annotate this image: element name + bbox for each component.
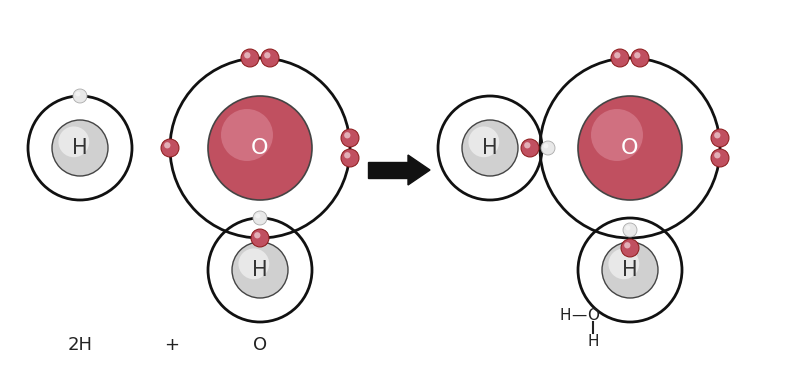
Circle shape <box>73 89 87 103</box>
Circle shape <box>614 52 621 58</box>
Circle shape <box>591 109 643 161</box>
Circle shape <box>238 248 270 279</box>
Text: +: + <box>165 336 179 354</box>
Text: O: O <box>587 307 599 322</box>
Circle shape <box>241 49 259 67</box>
Circle shape <box>714 132 721 138</box>
Circle shape <box>626 226 630 231</box>
Text: H: H <box>587 335 598 349</box>
Circle shape <box>52 120 108 176</box>
Circle shape <box>221 109 273 161</box>
Circle shape <box>341 149 359 167</box>
Circle shape <box>578 96 682 200</box>
Circle shape <box>621 239 639 257</box>
Circle shape <box>602 242 658 298</box>
Circle shape <box>208 96 312 200</box>
Polygon shape <box>408 155 430 185</box>
Circle shape <box>711 129 729 147</box>
Circle shape <box>524 142 530 149</box>
Circle shape <box>232 242 288 298</box>
Circle shape <box>75 91 80 96</box>
Circle shape <box>253 211 267 225</box>
Circle shape <box>251 229 269 247</box>
Circle shape <box>255 213 260 218</box>
Circle shape <box>261 49 279 67</box>
Text: O: O <box>622 138 638 158</box>
Circle shape <box>634 52 641 58</box>
Text: —: — <box>571 307 586 322</box>
Circle shape <box>631 49 649 67</box>
Text: 2H: 2H <box>67 336 93 354</box>
Circle shape <box>521 139 539 157</box>
Circle shape <box>58 126 90 157</box>
Circle shape <box>543 144 548 148</box>
Circle shape <box>714 152 721 158</box>
Circle shape <box>341 129 359 147</box>
Bar <box>368 162 408 178</box>
Circle shape <box>164 142 170 149</box>
Circle shape <box>264 52 270 58</box>
Circle shape <box>711 149 729 167</box>
Circle shape <box>609 248 639 279</box>
Circle shape <box>623 223 637 237</box>
Circle shape <box>624 242 630 248</box>
Circle shape <box>469 126 499 157</box>
Text: H: H <box>72 138 88 158</box>
Circle shape <box>161 139 179 157</box>
Circle shape <box>254 232 261 239</box>
Text: H: H <box>482 138 498 158</box>
Text: H: H <box>622 260 638 280</box>
Circle shape <box>462 120 518 176</box>
Circle shape <box>611 49 629 67</box>
Text: H: H <box>559 307 570 322</box>
Circle shape <box>541 141 555 155</box>
Text: O: O <box>251 138 269 158</box>
Circle shape <box>344 152 350 158</box>
Circle shape <box>344 132 350 138</box>
Text: O: O <box>253 336 267 354</box>
Circle shape <box>244 52 250 58</box>
Text: H: H <box>252 260 268 280</box>
